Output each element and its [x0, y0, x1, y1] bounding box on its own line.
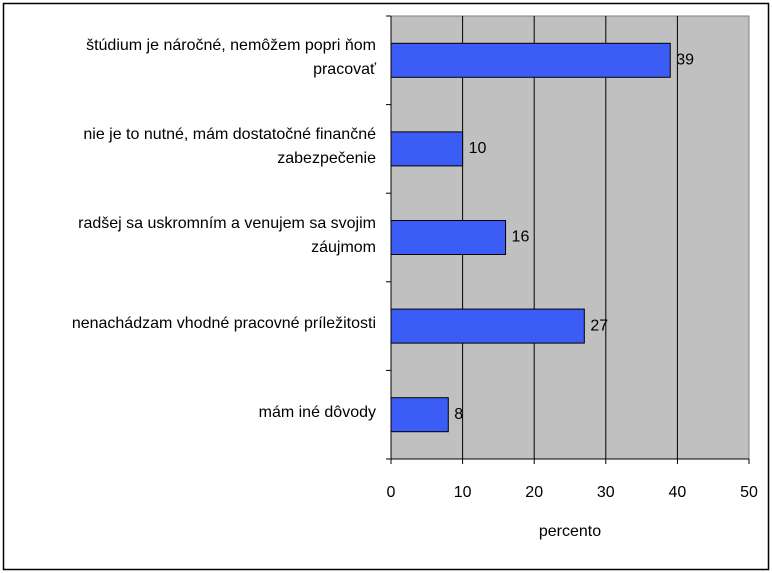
- x-tick-label: 30: [597, 484, 615, 501]
- category-label: radšej sa uskromním a venujem sa svojim …: [78, 214, 376, 256]
- bar: [390, 42, 671, 78]
- value-label: 16: [512, 229, 530, 246]
- bar: [390, 131, 464, 167]
- value-label: 8: [454, 406, 463, 423]
- x-tick-label: 40: [669, 484, 687, 501]
- value-label: 39: [676, 52, 694, 69]
- category-label: nenachádzam vhodné pracovné príležitosti: [71, 315, 376, 333]
- x-tick-label: 50: [740, 484, 758, 501]
- x-axis-title: percento: [539, 523, 601, 540]
- x-tick-label: 10: [454, 484, 472, 501]
- category-label: nie je to nutné, mám dostatočné finančné…: [83, 125, 376, 167]
- bar: [390, 220, 507, 255]
- value-label: 27: [590, 317, 608, 334]
- value-label: 10: [469, 140, 487, 157]
- bar: [390, 397, 449, 433]
- x-tick-label: 0: [387, 484, 396, 501]
- x-tick-label: 20: [525, 484, 543, 501]
- category-label: štúdium je náročné, nemôžem popri ňom pr…: [86, 37, 376, 79]
- bar: [390, 308, 585, 344]
- category-label: mám iné dôvody: [258, 403, 376, 421]
